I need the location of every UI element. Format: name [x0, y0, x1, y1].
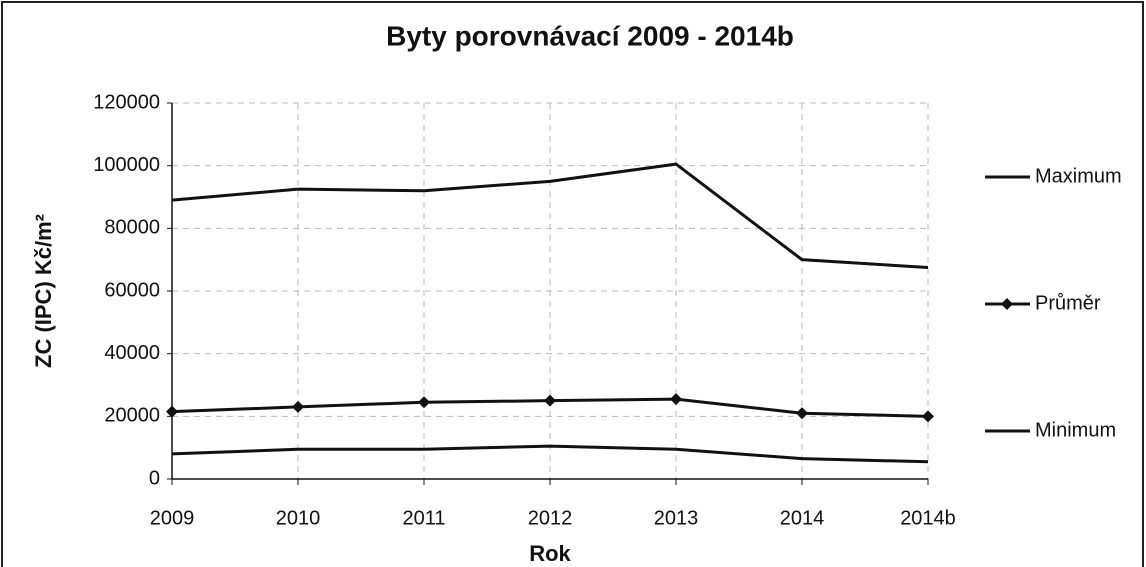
- marker: [292, 400, 304, 413]
- series-line: [171, 444, 929, 464]
- y-tick-label: 60000: [104, 279, 160, 301]
- x-tick-label: 2012: [528, 507, 573, 529]
- marker: [418, 396, 430, 409]
- y-tick-label: 120000: [93, 91, 160, 113]
- legend-marker: [1001, 298, 1013, 310]
- x-tick-label: 2014b: [900, 507, 956, 529]
- chart-title: Byty porovnávací 2009 - 2014b: [386, 20, 794, 51]
- marker: [544, 394, 556, 407]
- legend-label: Minimum: [1035, 419, 1116, 441]
- marker: [670, 393, 682, 406]
- x-tick-label: 2009: [150, 507, 195, 529]
- y-tick-label: 40000: [104, 342, 160, 364]
- series-line: [171, 162, 929, 269]
- y-tick-label: 20000: [104, 405, 160, 427]
- y-axis-label: ZC (IPC) Kč/m²: [31, 214, 56, 368]
- y-tick-label: 100000: [93, 154, 160, 176]
- x-axis-label: Rok: [529, 541, 571, 566]
- x-tick-label: 2011: [402, 507, 445, 529]
- y-tick-label: 0: [149, 467, 160, 489]
- x-tick-label: 2010: [276, 507, 321, 529]
- y-tick-label: 80000: [104, 217, 160, 239]
- x-tick-label: 2014: [780, 507, 825, 529]
- marker: [922, 410, 934, 423]
- legend-label: Průměr: [1035, 292, 1101, 314]
- legend-label: Maximum: [1035, 165, 1122, 187]
- marker: [796, 407, 808, 420]
- marker: [166, 405, 178, 418]
- x-tick-label: 2013: [654, 507, 699, 529]
